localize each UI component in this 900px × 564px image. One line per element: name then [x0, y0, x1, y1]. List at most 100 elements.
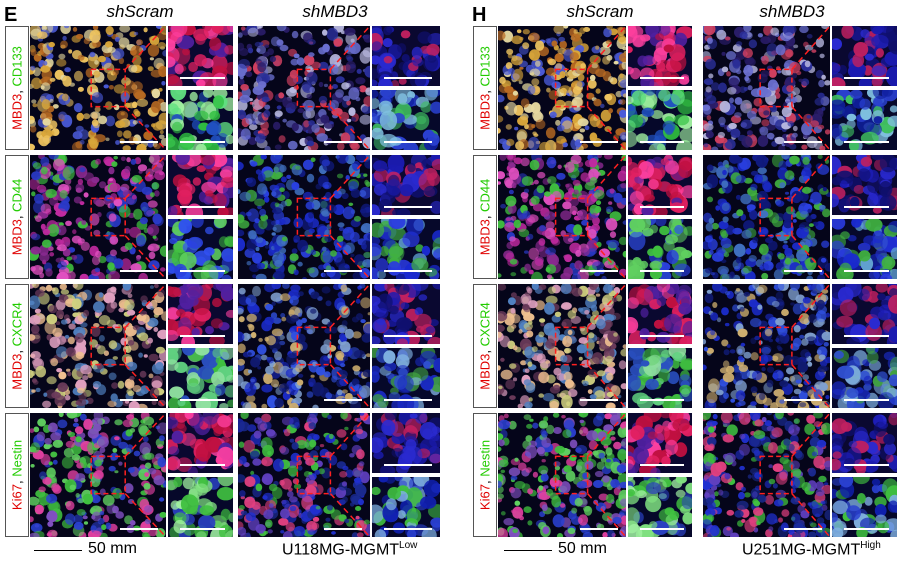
image-scale-bar: [580, 270, 618, 272]
image-scale-bar: [180, 206, 225, 208]
inset-green-scram-row4: [168, 477, 233, 537]
row-label-h-1: MBD3, CD133: [473, 26, 497, 150]
zoom-region-outline: [759, 284, 830, 408]
image-scale-bar: [640, 206, 684, 208]
zoom-region-outline: [296, 26, 370, 150]
inset-green-mbd3-row4: [372, 477, 440, 537]
inset-red-mbd3-row1: [372, 26, 440, 86]
zoom-region-outline: [759, 155, 830, 279]
marker-green-label: CD44: [477, 178, 493, 212]
inset-red-scram-row3: [168, 284, 233, 344]
marker-green-label: Nestin: [9, 439, 25, 477]
marker-separator: ,: [477, 86, 493, 94]
cell-line-name-e: U118MG-MGMT: [282, 541, 400, 559]
image-scale-bar: [180, 335, 225, 337]
zoom-region-outline: [90, 284, 166, 408]
inset-red-mbd3-row2: [372, 155, 440, 215]
zoom-region-outline: [90, 26, 166, 150]
micrograph-mbd3-row4: [703, 413, 830, 537]
micrograph-mbd3-row2: [703, 155, 830, 279]
micrograph-scram-row1: [30, 26, 166, 150]
zoom-region-outline: [554, 155, 626, 279]
inset-red-mbd3-row2: [832, 155, 897, 215]
image-scale-bar: [324, 270, 362, 272]
row-label-e-1: MBD3, CD133: [5, 26, 29, 150]
micrograph-mbd3-row3: [238, 284, 370, 408]
inset-green-scram-row3: [628, 348, 692, 408]
panel-letter-e: E: [4, 4, 18, 26]
cell-line-label-e: U118MG-MGMTLow: [282, 540, 417, 559]
scale-legend-text-h: 50 mm: [558, 540, 607, 557]
image-scale-bar: [180, 528, 225, 530]
inset-red-scram-row2: [168, 155, 233, 215]
image-scale-bar: [640, 464, 684, 466]
image-scale-bar: [580, 399, 618, 401]
inset-red-scram-row2: [628, 155, 692, 215]
image-scale-bar: [640, 141, 684, 143]
image-scale-bar: [384, 141, 432, 143]
inset-green-scram-row2: [628, 219, 692, 279]
row-label-h-3: MBD3, CXCR4: [473, 284, 497, 408]
image-scale-bar: [844, 206, 889, 208]
inset-red-mbd3-row4: [372, 413, 440, 473]
row-label-e-2: MBD3, CD44: [5, 155, 29, 279]
row-label-e-4: Ki67, Nestin: [5, 413, 29, 537]
image-scale-bar: [844, 141, 889, 143]
scale-legend-line-e: [34, 550, 82, 551]
image-scale-bar: [640, 270, 684, 272]
image-scale-bar: [324, 141, 362, 143]
micrograph-scram-row3: [498, 284, 626, 408]
image-scale-bar: [120, 399, 158, 401]
image-scale-bar: [640, 77, 684, 79]
image-scale-bar: [384, 270, 432, 272]
scale-legend-line-h: [504, 550, 552, 551]
cell-line-sup-e: Low: [399, 540, 418, 551]
image-scale-bar: [384, 464, 432, 466]
inset-green-mbd3-row1: [372, 90, 440, 150]
image-scale-bar: [580, 141, 618, 143]
row-label-h-4: Ki67, Nestin: [473, 413, 497, 537]
image-scale-bar: [180, 141, 225, 143]
inset-green-scram-row3: [168, 348, 233, 408]
marker-green-label: CXCR4: [477, 302, 493, 347]
panel-letter-h: H: [472, 4, 487, 26]
inset-green-mbd3-row2: [372, 219, 440, 279]
marker-green-label: CD44: [9, 178, 25, 212]
marker-separator: ,: [477, 211, 493, 220]
marker-separator: ,: [9, 211, 25, 220]
image-scale-bar: [180, 270, 225, 272]
micrograph-scram-row1: [498, 26, 626, 150]
zoom-region-outline: [759, 26, 830, 150]
inset-green-scram-row4: [628, 477, 692, 537]
inset-red-mbd3-row4: [832, 413, 897, 473]
inset-green-mbd3-row2: [832, 219, 897, 279]
marker-separator: ,: [9, 346, 25, 354]
micrograph-mbd3-row4: [238, 413, 370, 537]
inset-green-mbd3-row3: [372, 348, 440, 408]
image-scale-bar: [120, 270, 158, 272]
inset-red-mbd3-row1: [832, 26, 897, 86]
image-scale-bar: [324, 399, 362, 401]
image-scale-bar: [180, 77, 225, 79]
cell-line-sup-h: High: [860, 540, 881, 551]
inset-red-scram-row4: [628, 413, 692, 473]
inset-red-scram-row1: [628, 26, 692, 86]
group-title-h-right: shMBD3: [759, 2, 825, 21]
image-scale-bar: [324, 528, 362, 530]
image-scale-bar: [384, 528, 432, 530]
micrograph-mbd3-row1: [703, 26, 830, 150]
row-label-e-3: MBD3, CXCR4: [5, 284, 29, 408]
image-scale-bar: [384, 77, 432, 79]
micrograph-scram-row4: [498, 413, 626, 537]
inset-green-mbd3-row3: [832, 348, 897, 408]
marker-green-label: Nestin: [477, 439, 493, 477]
image-scale-bar: [180, 399, 225, 401]
zoom-region-outline: [554, 413, 626, 537]
marker-red-label: MBD3: [9, 353, 25, 390]
image-scale-bar: [640, 399, 684, 401]
inset-green-scram-row2: [168, 219, 233, 279]
inset-green-scram-row1: [628, 90, 692, 150]
image-scale-bar: [180, 464, 225, 466]
image-scale-bar: [384, 399, 432, 401]
image-scale-bar: [120, 141, 158, 143]
